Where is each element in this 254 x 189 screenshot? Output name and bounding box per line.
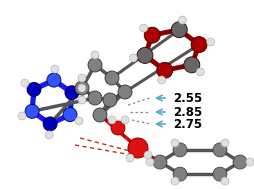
Circle shape [51,65,59,73]
Circle shape [171,177,179,185]
Circle shape [178,16,186,24]
Circle shape [18,112,26,120]
Circle shape [75,81,89,95]
Circle shape [118,85,132,99]
Circle shape [171,22,187,38]
Circle shape [144,151,152,159]
Circle shape [78,74,86,82]
Circle shape [153,155,167,169]
Circle shape [75,117,83,125]
Circle shape [78,96,86,104]
Circle shape [213,143,227,157]
Circle shape [157,62,173,78]
Circle shape [129,54,137,62]
Circle shape [27,82,41,96]
Circle shape [47,73,61,87]
Circle shape [173,167,187,181]
Circle shape [105,71,119,85]
Circle shape [63,108,77,122]
Circle shape [191,36,207,53]
Text: 2.85: 2.85 [173,105,202,119]
Circle shape [221,177,229,185]
Circle shape [171,139,179,147]
Circle shape [25,104,39,118]
Circle shape [221,139,229,147]
Text: 2.75: 2.75 [173,118,202,130]
Circle shape [93,108,107,122]
Circle shape [137,47,153,64]
Circle shape [88,58,102,72]
Circle shape [173,143,187,157]
Circle shape [43,117,57,131]
Circle shape [158,76,166,84]
Circle shape [21,79,29,87]
Circle shape [196,68,204,76]
Circle shape [140,24,148,32]
Circle shape [65,86,79,100]
Circle shape [146,158,154,166]
Circle shape [103,93,117,107]
Circle shape [121,116,129,124]
Circle shape [233,155,247,169]
Circle shape [111,121,125,135]
Circle shape [45,131,53,139]
Circle shape [88,91,102,105]
Text: 2.55: 2.55 [173,91,202,105]
Circle shape [246,158,254,166]
Circle shape [126,154,134,162]
Circle shape [108,116,116,124]
Circle shape [91,51,99,59]
Circle shape [184,57,200,73]
Circle shape [144,27,160,43]
Circle shape [207,38,215,46]
Circle shape [213,167,227,181]
Circle shape [128,138,148,158]
Circle shape [78,84,86,92]
